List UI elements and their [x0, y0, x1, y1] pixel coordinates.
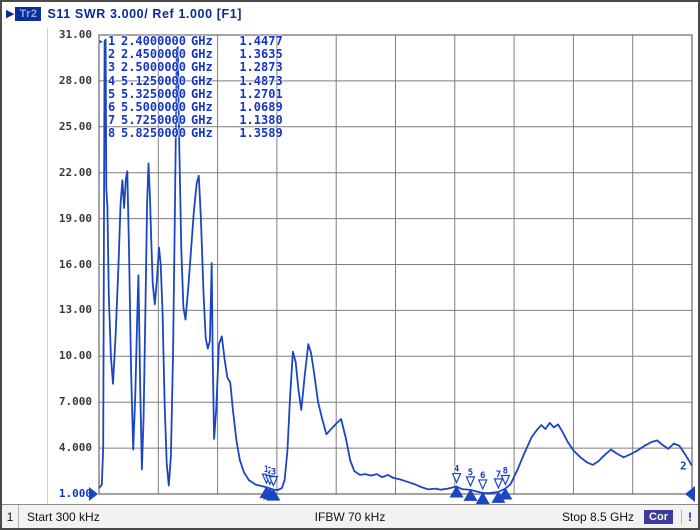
status-separator [681, 509, 682, 524]
marker-value: 1.2701 [239, 86, 283, 101]
marker-value: 1.4477 [239, 34, 283, 48]
marker-frequency-unit: GHz [191, 73, 213, 88]
trace-marker-7[interactable]: 7 [491, 469, 506, 503]
marker-frequency: 5.8250000 [120, 126, 186, 141]
marker-number: 4 [108, 73, 116, 88]
marker-value: 1.2873 [239, 60, 283, 75]
stop-frequency-label: Stop 8.5 GHz [562, 509, 635, 524]
marker-frequency-unit: GHz [191, 60, 213, 75]
marker-row-1: ➤ 1 2.4000000 GHz 1.4477 [98, 34, 283, 49]
y-axis-tick-label: 10.00 [58, 349, 92, 363]
active-marker-arrow-icon: ➤ [98, 38, 104, 48]
y-axis-tick-label: 7.000 [58, 395, 92, 409]
y-axis-tick-label: 16.00 [58, 257, 92, 271]
y-axis-tick-label: 1.000 [58, 487, 92, 500]
marker-number: 5 [108, 86, 116, 101]
marker-frequency-unit: GHz [191, 99, 213, 114]
marker-value: 1.0689 [239, 99, 283, 114]
marker-value: 1.3635 [239, 47, 283, 62]
y-axis-tick-label: 31.00 [58, 28, 92, 41]
marker-frequency-unit: GHz [191, 34, 213, 48]
marker-number: 3 [108, 60, 116, 75]
marker-value: 1.4873 [239, 73, 283, 88]
svg-text:7: 7 [496, 470, 501, 480]
trace-header: ▶ Tr2 S11 SWR 3.000/ Ref 1.000 [F1] [6, 5, 242, 23]
marker-frequency: 5.3250000 [120, 86, 186, 101]
trace-number-label: 2 [680, 460, 687, 473]
marker-number: 2 [108, 47, 116, 62]
panel-divider [47, 28, 48, 505]
y-axis-tick-label: 28.00 [58, 73, 92, 87]
marker-frequency-unit: GHz [191, 126, 213, 141]
y-axis-tick-label: 25.00 [58, 119, 92, 133]
marker-value: 1.1380 [239, 113, 283, 128]
trace-marker-8[interactable]: 8 [498, 466, 513, 500]
marker-frequency: 5.5000000 [120, 99, 186, 114]
marker-number: 1 [108, 34, 116, 48]
marker-number: 8 [108, 126, 116, 141]
trace-marker-5[interactable]: 5 [463, 467, 478, 501]
y-axis-tick-label: 13.00 [58, 303, 92, 317]
status-bar: 1 Start 300 kHz IFBW 70 kHz Stop 8.5 GHz… [2, 504, 698, 528]
marker-value: 1.3589 [239, 126, 283, 141]
y-axis-tick-label: 22.00 [58, 165, 92, 179]
svg-text:3: 3 [271, 468, 276, 478]
channel-number: 1 [2, 505, 19, 528]
ref-level-triangle-right[interactable] [685, 486, 695, 502]
svg-text:1: 1 [264, 465, 269, 475]
svg-text:8: 8 [503, 467, 508, 477]
marker-frequency: 2.4000000 [120, 34, 186, 48]
marker-frequency: 5.7250000 [120, 113, 186, 128]
correction-status-badge: Cor [644, 509, 673, 524]
trace-marker-4[interactable]: 4 [449, 464, 464, 498]
marker-frequency-unit: GHz [191, 47, 213, 62]
marker-frequency: 2.5000000 [120, 60, 186, 75]
marker-readout-list: ➤ 1 2.4000000 GHz 1.4477➤ 2 2.4500000 GHz 1.3635… [98, 35, 283, 141]
active-trace-arrow-icon: ▶ [6, 7, 15, 20]
trace-badge[interactable]: Tr2 [15, 7, 42, 21]
svg-text:2: 2 [267, 466, 272, 476]
svg-text:5: 5 [468, 468, 473, 478]
y-axis-tick-label: 4.000 [58, 441, 92, 455]
alert-indicator: ! [688, 509, 692, 524]
marker-frequency: 2.4500000 [120, 47, 186, 62]
grid-border [98, 34, 693, 495]
marker-frequency-unit: GHz [191, 86, 213, 101]
start-frequency-label: Start 300 kHz [27, 509, 100, 524]
trace-title: S11 SWR 3.000/ Ref 1.000 [F1] [47, 7, 243, 21]
svg-text:4: 4 [454, 465, 460, 475]
svg-text:6: 6 [480, 471, 485, 481]
trace-marker-6[interactable]: 6 [475, 470, 490, 504]
marker-frequency-unit: GHz [191, 113, 213, 128]
marker-number: 6 [108, 99, 116, 114]
ref-level-triangle-left[interactable] [89, 487, 98, 501]
marker-frequency: 5.1250000 [120, 73, 186, 88]
y-axis-tick-label: 19.00 [58, 211, 92, 225]
ifbw-label: IFBW 70 kHz [314, 509, 386, 524]
trace-marker-3[interactable]: 3 [266, 467, 281, 501]
marker-number: 7 [108, 113, 116, 128]
